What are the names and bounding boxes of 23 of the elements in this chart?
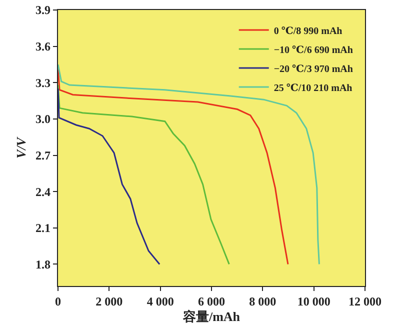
x-tick-label: 8 000 bbox=[249, 294, 276, 308]
x-tick-label: 0 bbox=[55, 294, 61, 308]
x-tick-label: 6 000 bbox=[198, 294, 225, 308]
x-tick-label: 10 000 bbox=[297, 294, 330, 308]
y-tick-label: 1.8 bbox=[36, 257, 50, 272]
legend-label: 0 ℃/8 990 mAh bbox=[274, 26, 343, 37]
line-series bbox=[58, 84, 230, 265]
y-tick-label: 3.0 bbox=[36, 112, 50, 126]
y-tick-label: 2.1 bbox=[36, 221, 50, 236]
line-series bbox=[58, 88, 160, 265]
x-tick-label: 12 000 bbox=[348, 294, 382, 308]
x-tick-label: 4 000 bbox=[146, 294, 174, 308]
x-tick-label: 2 000 bbox=[96, 294, 123, 308]
legend-label: 25 ℃/10 210 mAh bbox=[274, 82, 353, 94]
y-tick-label: 2.7 bbox=[36, 148, 50, 162]
y-tick-label: 3.6 bbox=[36, 40, 50, 54]
legend-label: −10 ℃/6 690 mAh bbox=[274, 44, 354, 56]
y-axis-title: V/V bbox=[13, 136, 28, 158]
y-tick-label: 3.9 bbox=[36, 3, 50, 18]
legend-label: −20 ℃/3 970 mAh bbox=[274, 64, 354, 75]
x-axis-title: 容量/mAh bbox=[182, 309, 241, 324]
y-tick-label: 2.4 bbox=[36, 184, 50, 199]
y-tick-label: 3.3 bbox=[36, 76, 50, 90]
